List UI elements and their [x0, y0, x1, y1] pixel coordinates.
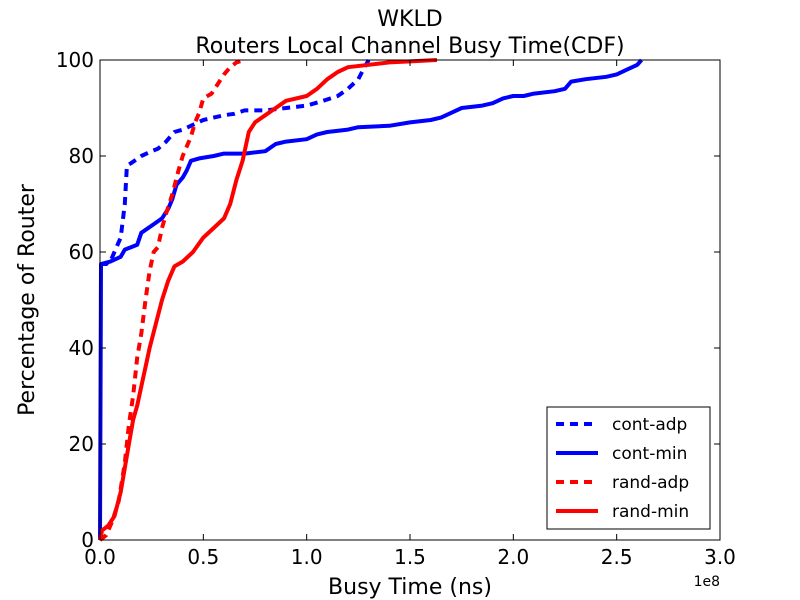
legend-label-cont-min: cont-min — [612, 444, 687, 464]
x-tick-label: 1.0 — [291, 545, 323, 569]
y-tick-label: 40 — [69, 336, 94, 360]
chart-title: WKLD — [377, 7, 442, 32]
legend-label-rand-adp: rand-adp — [612, 473, 689, 493]
y-tick-label: 0 — [81, 528, 94, 552]
legend: cont-adp cont-min rand-adp rand-min — [546, 406, 711, 530]
series-line-rand-min — [98, 58, 438, 541]
plot-frame — [99, 59, 721, 541]
x-tick-label: 0.0 — [84, 545, 116, 569]
series-line-cont-min — [98, 58, 644, 541]
y-tick-label: 80 — [69, 144, 94, 168]
legend-box — [546, 406, 711, 530]
x-tick-label: 2.5 — [601, 545, 633, 569]
series-line-cont-adp — [100, 58, 371, 266]
x-exponent-label: 1e8 — [694, 574, 720, 590]
x-tick-label: 2.0 — [497, 545, 529, 569]
series-layer — [98, 58, 644, 542]
ticks-layer: 0.0 0.5 1.0 1.5 2.0 2.5 3.0 0 20 40 60 80 100 — [56, 48, 736, 569]
x-tick-label: 3.0 — [704, 545, 736, 569]
x-axis-label: Busy Time (ns) — [328, 575, 492, 600]
series-line-rand-adp — [98, 58, 246, 542]
y-tick-label: 20 — [69, 432, 94, 456]
x-tick-label: 0.5 — [187, 545, 219, 569]
x-tick-label: 1.5 — [394, 545, 426, 569]
y-axis-label: Percentage of Router — [15, 183, 40, 416]
y-tick-label: 100 — [56, 48, 94, 72]
legend-label-cont-adp: cont-adp — [612, 415, 687, 435]
legend-entries: cont-adp cont-min rand-adp rand-min — [556, 415, 689, 522]
legend-label-rand-min: rand-min — [612, 502, 689, 522]
y-tick-label: 60 — [69, 240, 94, 264]
chart-subtitle: Routers Local Channel Busy Time(CDF) — [195, 34, 624, 59]
